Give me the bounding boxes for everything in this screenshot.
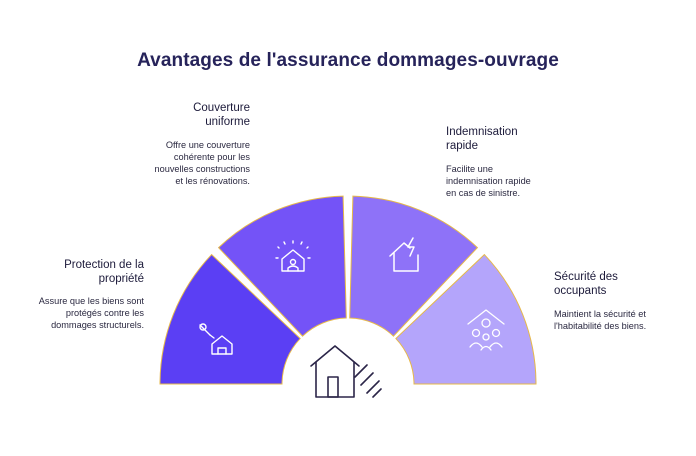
desc-protection: Assure que les biens sont protégés contr…: [38, 296, 144, 330]
segment-securite: [395, 253, 537, 385]
diagram-title: Avantages de l'assurance dommages-ouvrag…: [137, 50, 559, 71]
label-protection: Protection de la propriété: [64, 259, 144, 285]
house-icon: [310, 345, 382, 398]
wrench-house-icon: [199, 323, 233, 355]
sparkle-house-icon: [275, 240, 311, 272]
segment-protection: [159, 253, 301, 385]
desc-couverture: Offre une couverture cohérente pour les …: [154, 140, 251, 186]
lightning-house-icon: [389, 237, 419, 272]
label-indemnisation: Indemnisation rapide: [446, 126, 518, 152]
desc-indemnisation: Facilite une indemnisation rapide en cas…: [446, 164, 531, 198]
label-couverture: Couverture uniforme: [193, 102, 250, 128]
family-house-icon: [467, 309, 505, 351]
label-securite: Sécurité des occupants: [554, 271, 618, 297]
desc-securite: Maintient la sécurité et l'habitabilité …: [554, 309, 647, 331]
segment-indemnisation: [349, 195, 479, 337]
